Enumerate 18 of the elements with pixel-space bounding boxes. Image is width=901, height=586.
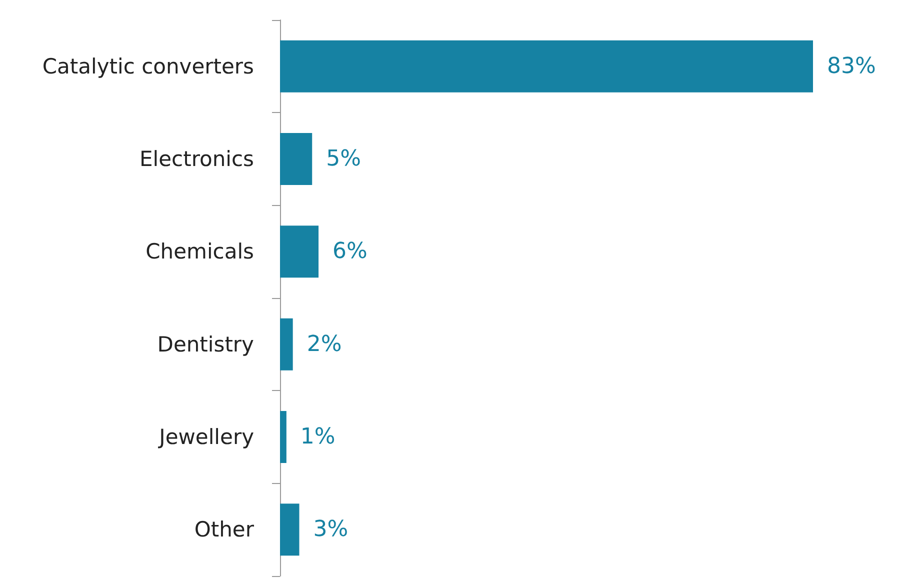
data-label: 6%	[332, 239, 368, 264]
bar	[280, 411, 286, 463]
bar	[280, 40, 813, 92]
data-label: 1%	[300, 424, 336, 450]
y-tick-label: Other	[194, 518, 254, 542]
bar	[280, 133, 312, 185]
y-tick-label: Chemicals	[146, 240, 254, 264]
y-tick-label: Dentistry	[157, 332, 254, 356]
data-label: 83%	[827, 54, 876, 79]
bar	[280, 504, 300, 556]
data-label: 5%	[326, 146, 362, 172]
y-tick-label: Jewellery	[157, 425, 254, 449]
y-tick-label: Catalytic converters	[42, 54, 254, 78]
data-label: 2%	[306, 332, 342, 357]
bar	[280, 318, 293, 370]
y-tick-label: Electronics	[140, 147, 254, 171]
data-label: 3%	[313, 517, 348, 542]
bar	[280, 226, 319, 278]
